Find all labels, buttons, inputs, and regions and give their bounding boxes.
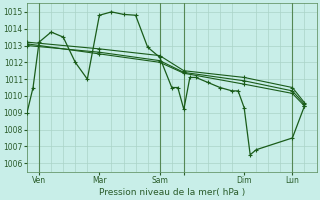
X-axis label: Pression niveau de la mer( hPa ): Pression niveau de la mer( hPa ) [99,188,245,197]
